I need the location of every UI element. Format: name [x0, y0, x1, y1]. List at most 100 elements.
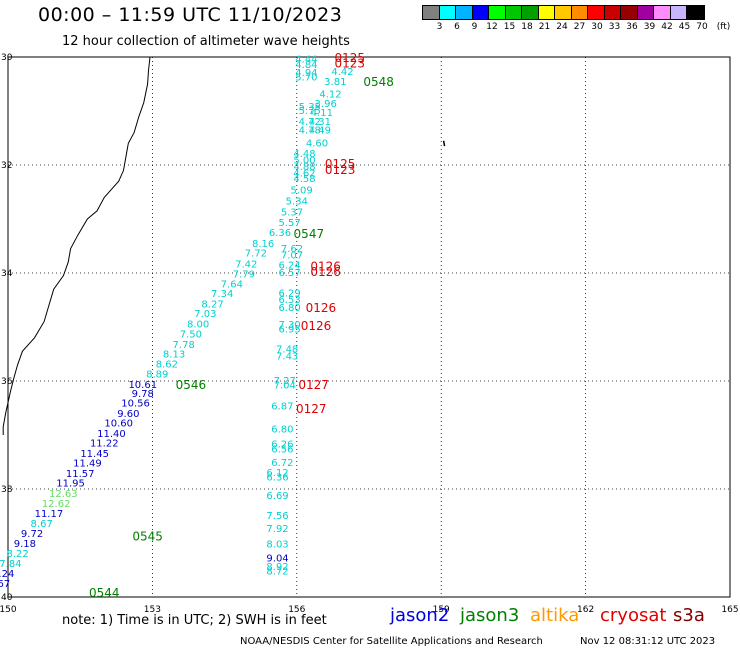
wave-height-label: 6.57	[278, 268, 300, 279]
wave-height-label: 4.94	[295, 68, 317, 79]
track-time-label: 0125	[334, 51, 365, 65]
wave-height-label: 6.36	[269, 228, 291, 239]
wave-height-label: 11.40	[97, 429, 126, 440]
legend-item: jason3	[460, 605, 520, 626]
wave-height-label: 4.42	[331, 67, 353, 78]
track-time-label: 0127	[296, 402, 327, 416]
wave-height-label: 4.60	[306, 138, 328, 149]
color-scale-swatch	[621, 6, 638, 19]
wave-height-label: 6.95	[278, 325, 300, 336]
wave-height-label: 4.12	[319, 89, 341, 100]
wave-height-label: 11.57	[66, 469, 95, 480]
color-scale-swatch	[555, 6, 572, 19]
wave-height-label: 6.80	[271, 425, 293, 436]
color-scale-swatch	[654, 6, 671, 19]
wave-height-label: 10.60	[104, 419, 133, 430]
y-axis-tick-label: 30	[1, 53, 13, 63]
color-scale-tick: 70	[696, 22, 708, 32]
wave-height-label: 8.92	[266, 562, 288, 573]
wave-height-label: 8.00	[187, 319, 209, 330]
wave-height-label: 4.48	[293, 149, 315, 160]
wave-height-label: 4.72	[299, 117, 321, 128]
color-scale-swatch	[637, 6, 654, 19]
color-scale-tick: 24	[556, 22, 568, 32]
credit-timestamp: Nov 12 08:31:12 UTC 2023	[580, 636, 716, 647]
color-scale-tick: 33	[608, 22, 621, 32]
wave-height-label: 7.92	[266, 524, 288, 535]
wave-height-label: 5.35	[299, 102, 321, 113]
wave-height-label: 10.67	[0, 579, 10, 590]
track-time-label: 0544	[89, 586, 120, 600]
wave-height-label: 9.24	[0, 569, 14, 580]
wave-height-label: 7.64	[221, 279, 243, 290]
wave-height-label: 4.31	[309, 117, 331, 128]
color-scale-tick: 18	[521, 22, 533, 32]
wave-height-label: 3.81	[324, 77, 346, 88]
wave-height-label: 6.53	[278, 295, 300, 306]
wave-height-label: 6.12	[266, 468, 288, 479]
wave-height-label: 7.72	[245, 249, 267, 260]
track-time-label: 0126	[310, 265, 341, 279]
color-scale-tick: 27	[573, 22, 586, 32]
wave-height-label: 7.43	[276, 352, 298, 363]
color-scale-swatch	[538, 6, 555, 19]
wave-height-label: 7.79	[233, 270, 255, 281]
wave-height-label: 3.96	[315, 99, 337, 110]
wave-height-label: 9.60	[117, 409, 139, 420]
track-time-label: 0123	[325, 163, 356, 177]
wave-height-label: 8.67	[31, 519, 53, 530]
wave-height-label: 5.09	[290, 185, 312, 196]
wave-height-label: 4.62	[293, 169, 315, 180]
wave-height-label: 7.62	[281, 244, 303, 255]
track-time-label: 0127	[298, 378, 329, 392]
x-axis-tick-label: 150	[0, 605, 17, 615]
wave-height-label: 4.78	[299, 125, 321, 136]
wave-height-label: 8.16	[252, 239, 274, 250]
color-scale-bar	[422, 5, 705, 20]
color-scale-tick: 30	[591, 22, 603, 32]
color-scale-tick: 39	[643, 22, 656, 32]
wave-height-label: 4.84	[295, 60, 317, 71]
wave-height-label: 8.89	[146, 370, 168, 381]
wave-height-label: 7.03	[194, 309, 216, 320]
coastline	[2, 56, 151, 435]
y-axis-tick-label: 32	[1, 161, 12, 171]
color-scale-tick: 9	[471, 22, 478, 32]
wave-height-label: 4.49	[309, 125, 331, 136]
legend-item: cryosat	[600, 605, 667, 626]
x-axis-tick-label: 153	[144, 605, 161, 615]
color-scale-swatch	[670, 6, 687, 19]
wave-height-label: 7.27	[274, 376, 296, 387]
wave-height-label: 5.70	[295, 73, 317, 84]
track-time-label: 0126	[301, 319, 332, 333]
page-title: 00:00 – 11:59 UTC 11/10/2023	[38, 4, 343, 26]
wave-height-label: 8.13	[163, 350, 185, 361]
wave-height-label: 6.29	[278, 289, 300, 300]
wave-height-label: 8.27	[201, 299, 223, 310]
wave-height-label: 6.26	[271, 440, 293, 451]
x-axis-tick-label: 162	[577, 605, 594, 615]
wave-height-label: 5.75	[299, 106, 321, 117]
wave-height-label: 6.80	[278, 303, 300, 314]
color-scale-swatch	[522, 6, 539, 19]
color-scale-tick: 15	[503, 22, 516, 32]
map-frame	[7, 56, 731, 598]
color-scale-tick: 12	[486, 22, 498, 32]
wave-height-label: 9.04	[266, 554, 288, 565]
wave-height-label: 7.56	[266, 511, 288, 522]
wave-height-label: 6.72	[271, 458, 293, 469]
y-axis-tick-label: 36	[1, 377, 13, 387]
wave-height-label: 5.37	[281, 208, 303, 219]
wave-height-label: 10.56	[121, 399, 150, 410]
color-scale-swatch	[472, 6, 489, 19]
wave-height-label: 11.95	[56, 479, 85, 490]
island-marker	[442, 140, 446, 147]
wave-height-label: 10.61	[128, 380, 157, 391]
color-scale-tick: 36	[626, 22, 638, 32]
wave-height-label: 6.24	[278, 260, 300, 271]
wave-height-label: 4.11	[311, 108, 333, 119]
y-axis-tick-label: 34	[1, 269, 13, 279]
track-time-label: 0547	[294, 227, 325, 241]
credit-line: NOAA/NESDIS Center for Satellite Applica…	[240, 636, 543, 647]
